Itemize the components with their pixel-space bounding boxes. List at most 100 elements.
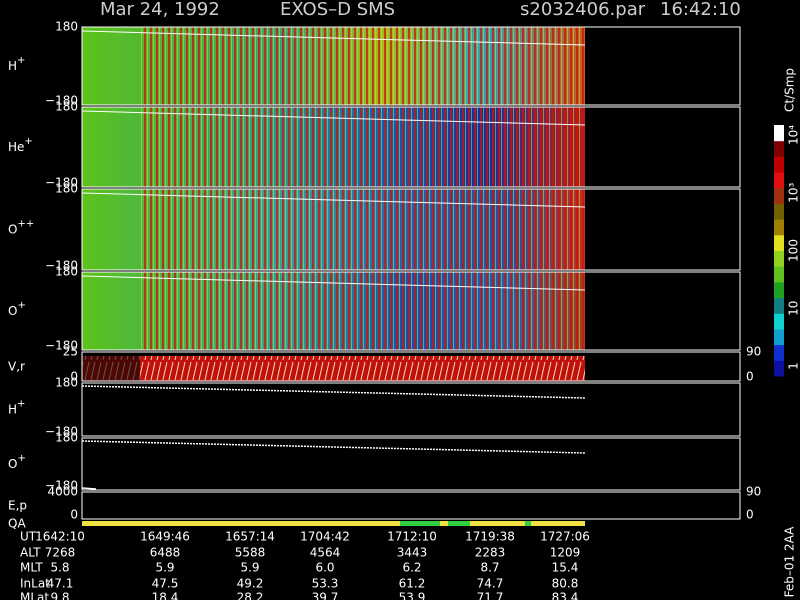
panel-label: H+ [8,399,25,417]
colorbar-cell [774,266,784,283]
tick-bottom: 0 [70,508,78,522]
label-text: V,r [8,359,25,373]
panel-label: He+ [8,136,33,154]
row-value: 4564 [310,546,341,560]
row-value: 1657:14 [225,530,275,544]
tick-top: 180 [55,431,78,445]
row-value: 80.8 [552,577,579,591]
right-tick-bottom: 0 [746,370,754,384]
tick-top: 180 [55,265,78,279]
tick-top: 180 [55,376,78,390]
row-value: 6.2 [402,561,421,575]
tick-top: 25 [63,345,78,359]
tick-top: 180 [55,182,78,196]
colorbar-cell [774,140,784,157]
tick-bottom: −180 [45,339,78,353]
spectrogram-stripes [140,27,585,105]
right-tick-top: 90 [746,345,761,359]
panel-label: H+ [8,55,25,73]
row-value: 3443 [397,546,428,560]
row-value: 7268 [45,546,76,560]
velocity-band [82,356,585,381]
panel-frame [81,382,741,437]
trace [81,440,586,454]
tick-top: 180 [55,100,78,114]
panel-label: E,p [8,498,27,512]
row-value: 1727:06 [540,530,590,544]
row-value: 83.4 [552,591,579,600]
row-value: 1712:10 [387,530,437,544]
colorbar-label: 1 [787,362,800,370]
label-text: QA [8,516,26,530]
label-text: O [8,304,17,318]
velocity-left [82,356,140,381]
colorbar-cell [774,344,784,361]
qa-bar [82,521,585,526]
row-value: 1704:42 [300,530,350,544]
file: s2032406.par [520,0,646,20]
label-charge: + [17,453,25,464]
tick-bottom: 0 [70,370,78,384]
row-value: 47.1 [47,577,74,591]
tick-bottom: −180 [45,479,78,493]
pitch-line [81,30,586,46]
panel-label: O++ [8,219,34,237]
tick-bottom: −180 [45,259,78,273]
colorbar-cell [774,281,784,299]
colorbar-cell [774,328,784,346]
tick-bottom: −180 [45,176,78,190]
spectrogram-stripes [140,272,585,350]
label-text: H [8,402,17,416]
label-charge: + [17,399,25,410]
row-value: 9.8 [50,591,69,600]
row-value: 15.4 [552,561,579,575]
row-value: 6488 [150,546,181,560]
label-charge: + [24,136,32,147]
colorbar-label: 10⁴ [787,125,800,145]
colorbar-label: 100 [787,239,800,262]
tick-top: 4000 [47,485,78,499]
colorbar-cell [774,187,784,204]
pitch-line [81,192,586,208]
row-name: MLT [20,561,43,575]
trace [81,385,586,399]
label-text: He [8,140,24,154]
pitch-line [81,110,586,126]
colorbar-unit: Ct/Smp [783,68,797,112]
tick-bottom: −180 [45,94,78,108]
label-charge: + [17,300,25,311]
qa-segment [525,521,531,526]
spectrogram-stripes [140,107,585,187]
colorbar-cell [774,250,784,267]
colorbar-label: 10³ [787,183,800,203]
colorbar-cell [774,125,784,142]
spectrogram-stripes [140,189,585,270]
row-value: 1649:46 [140,530,190,544]
row-value: 39.7 [312,591,339,600]
label-text: H [8,59,17,73]
colorbar-cell [774,219,784,236]
instrument: EXOS–D SMS [280,0,395,20]
trace [81,487,97,490]
row-value: 5.9 [155,561,174,575]
colorbar-cell [774,297,784,314]
right-tick-bottom: 0 [746,508,754,522]
row-value: 5.8 [50,561,69,575]
row-value: 2283 [475,546,506,560]
label-text: O [8,457,17,471]
tick-top: 180 [55,20,78,34]
row-value: 18.4 [152,591,179,600]
row-value: 5588 [235,546,266,560]
row-value: 5.9 [240,561,259,575]
row-value: 1642:10 [35,530,85,544]
colorbar-cell [774,234,784,251]
row-name: MLat [20,591,49,600]
row-value: 53.9 [399,591,426,600]
tick-bottom: −180 [45,425,78,439]
label-text: O [8,222,17,236]
panel-label: O+ [8,300,26,318]
label-charge: + [17,55,25,66]
panel-label: QA [8,516,26,530]
colorbar-cell [774,203,784,220]
row-name: ALT [20,546,41,560]
